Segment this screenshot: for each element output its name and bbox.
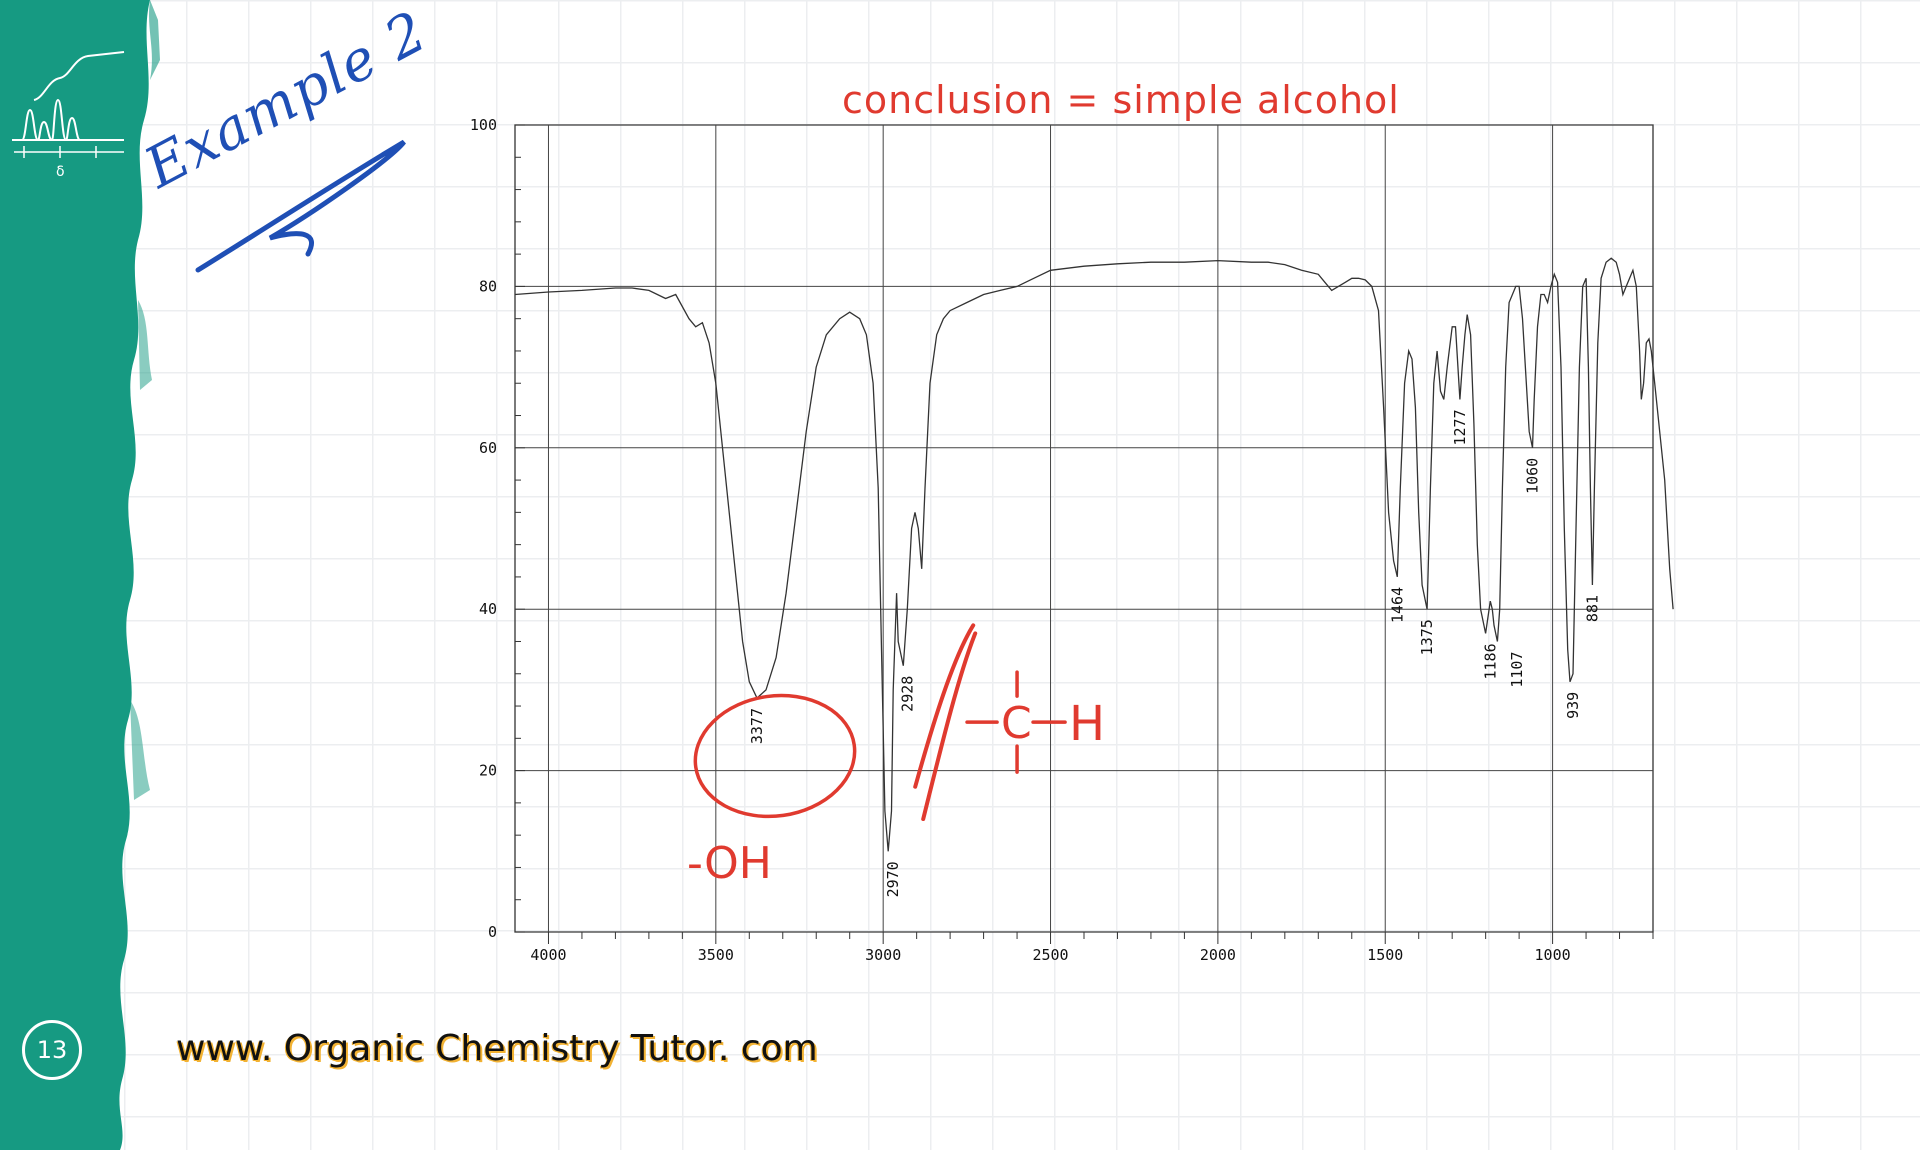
x-tick-label: 1000: [1535, 946, 1571, 964]
x-tick-label: 3500: [698, 946, 734, 964]
nmr-spectrum-icon: δ: [12, 51, 125, 180]
x-tick-label: 3000: [865, 946, 901, 964]
peak-label: 1464: [1388, 587, 1406, 623]
peak-label: 939: [1564, 692, 1582, 719]
logo-delta: δ: [56, 164, 65, 180]
strip-fleck: [130, 700, 150, 800]
strip-shape: [0, 0, 150, 1150]
carbon-label: C: [1001, 698, 1032, 749]
peak-label: 881: [1583, 595, 1601, 622]
x-tick-label: 2000: [1200, 946, 1236, 964]
example-underline: [195, 139, 406, 273]
y-tick-label: 60: [479, 439, 497, 457]
x-tick-label: 2500: [1032, 946, 1068, 964]
y-tick-label: 80: [479, 277, 497, 295]
spectrum-line: [514, 257, 1674, 852]
peak-label: 1107: [1508, 652, 1526, 688]
x-tick-label: 1500: [1367, 946, 1403, 964]
logo-integral: [33, 51, 125, 101]
y-tick-label: 0: [488, 923, 497, 941]
peak-label: 2970: [884, 861, 902, 897]
peak-label: 1277: [1451, 409, 1469, 445]
y-tick-label: 100: [470, 116, 497, 134]
peak-label: 1186: [1481, 643, 1499, 679]
website-url: www. Organic Chemistry Tutor. com: [176, 1028, 818, 1069]
hydrogen-label: H: [1069, 696, 1105, 752]
peak-label: 2928: [898, 676, 916, 712]
conclusion-note: conclusion = simple alcohol: [842, 78, 1400, 122]
oh-circle: [693, 693, 857, 819]
y-tick-label: 20: [479, 762, 497, 780]
logo-ticks: [23, 146, 97, 158]
oh-annotation: -OH: [687, 838, 772, 889]
peak-label: 1375: [1418, 619, 1436, 655]
logo-peaks: [21, 98, 81, 142]
peak-labels: 3377 2970 2928 1464 1375 1277 1186 1107 1060 939 8…: [748, 409, 1601, 897]
peak-label: 3377: [748, 708, 766, 744]
plot-frame: [514, 124, 1654, 933]
side-strip: [0, 0, 160, 1150]
strip-fleck: [138, 300, 152, 390]
x-tick-label: 4000: [530, 946, 566, 964]
chart-axes: 4000 3500 3000 2500 2000 1500 1000 0 20 40 60 80 100: [470, 116, 1654, 964]
strip-fleck: [149, 0, 160, 80]
ch-slash: [913, 623, 978, 822]
chart-grid: [514, 124, 1654, 933]
chart-series: [514, 257, 1674, 852]
page-number-badge: 13: [22, 1020, 82, 1080]
hand-annotations: -OH C H: [687, 623, 1105, 889]
y-tick-label: 40: [479, 600, 497, 618]
peak-label: 1060: [1524, 458, 1542, 494]
